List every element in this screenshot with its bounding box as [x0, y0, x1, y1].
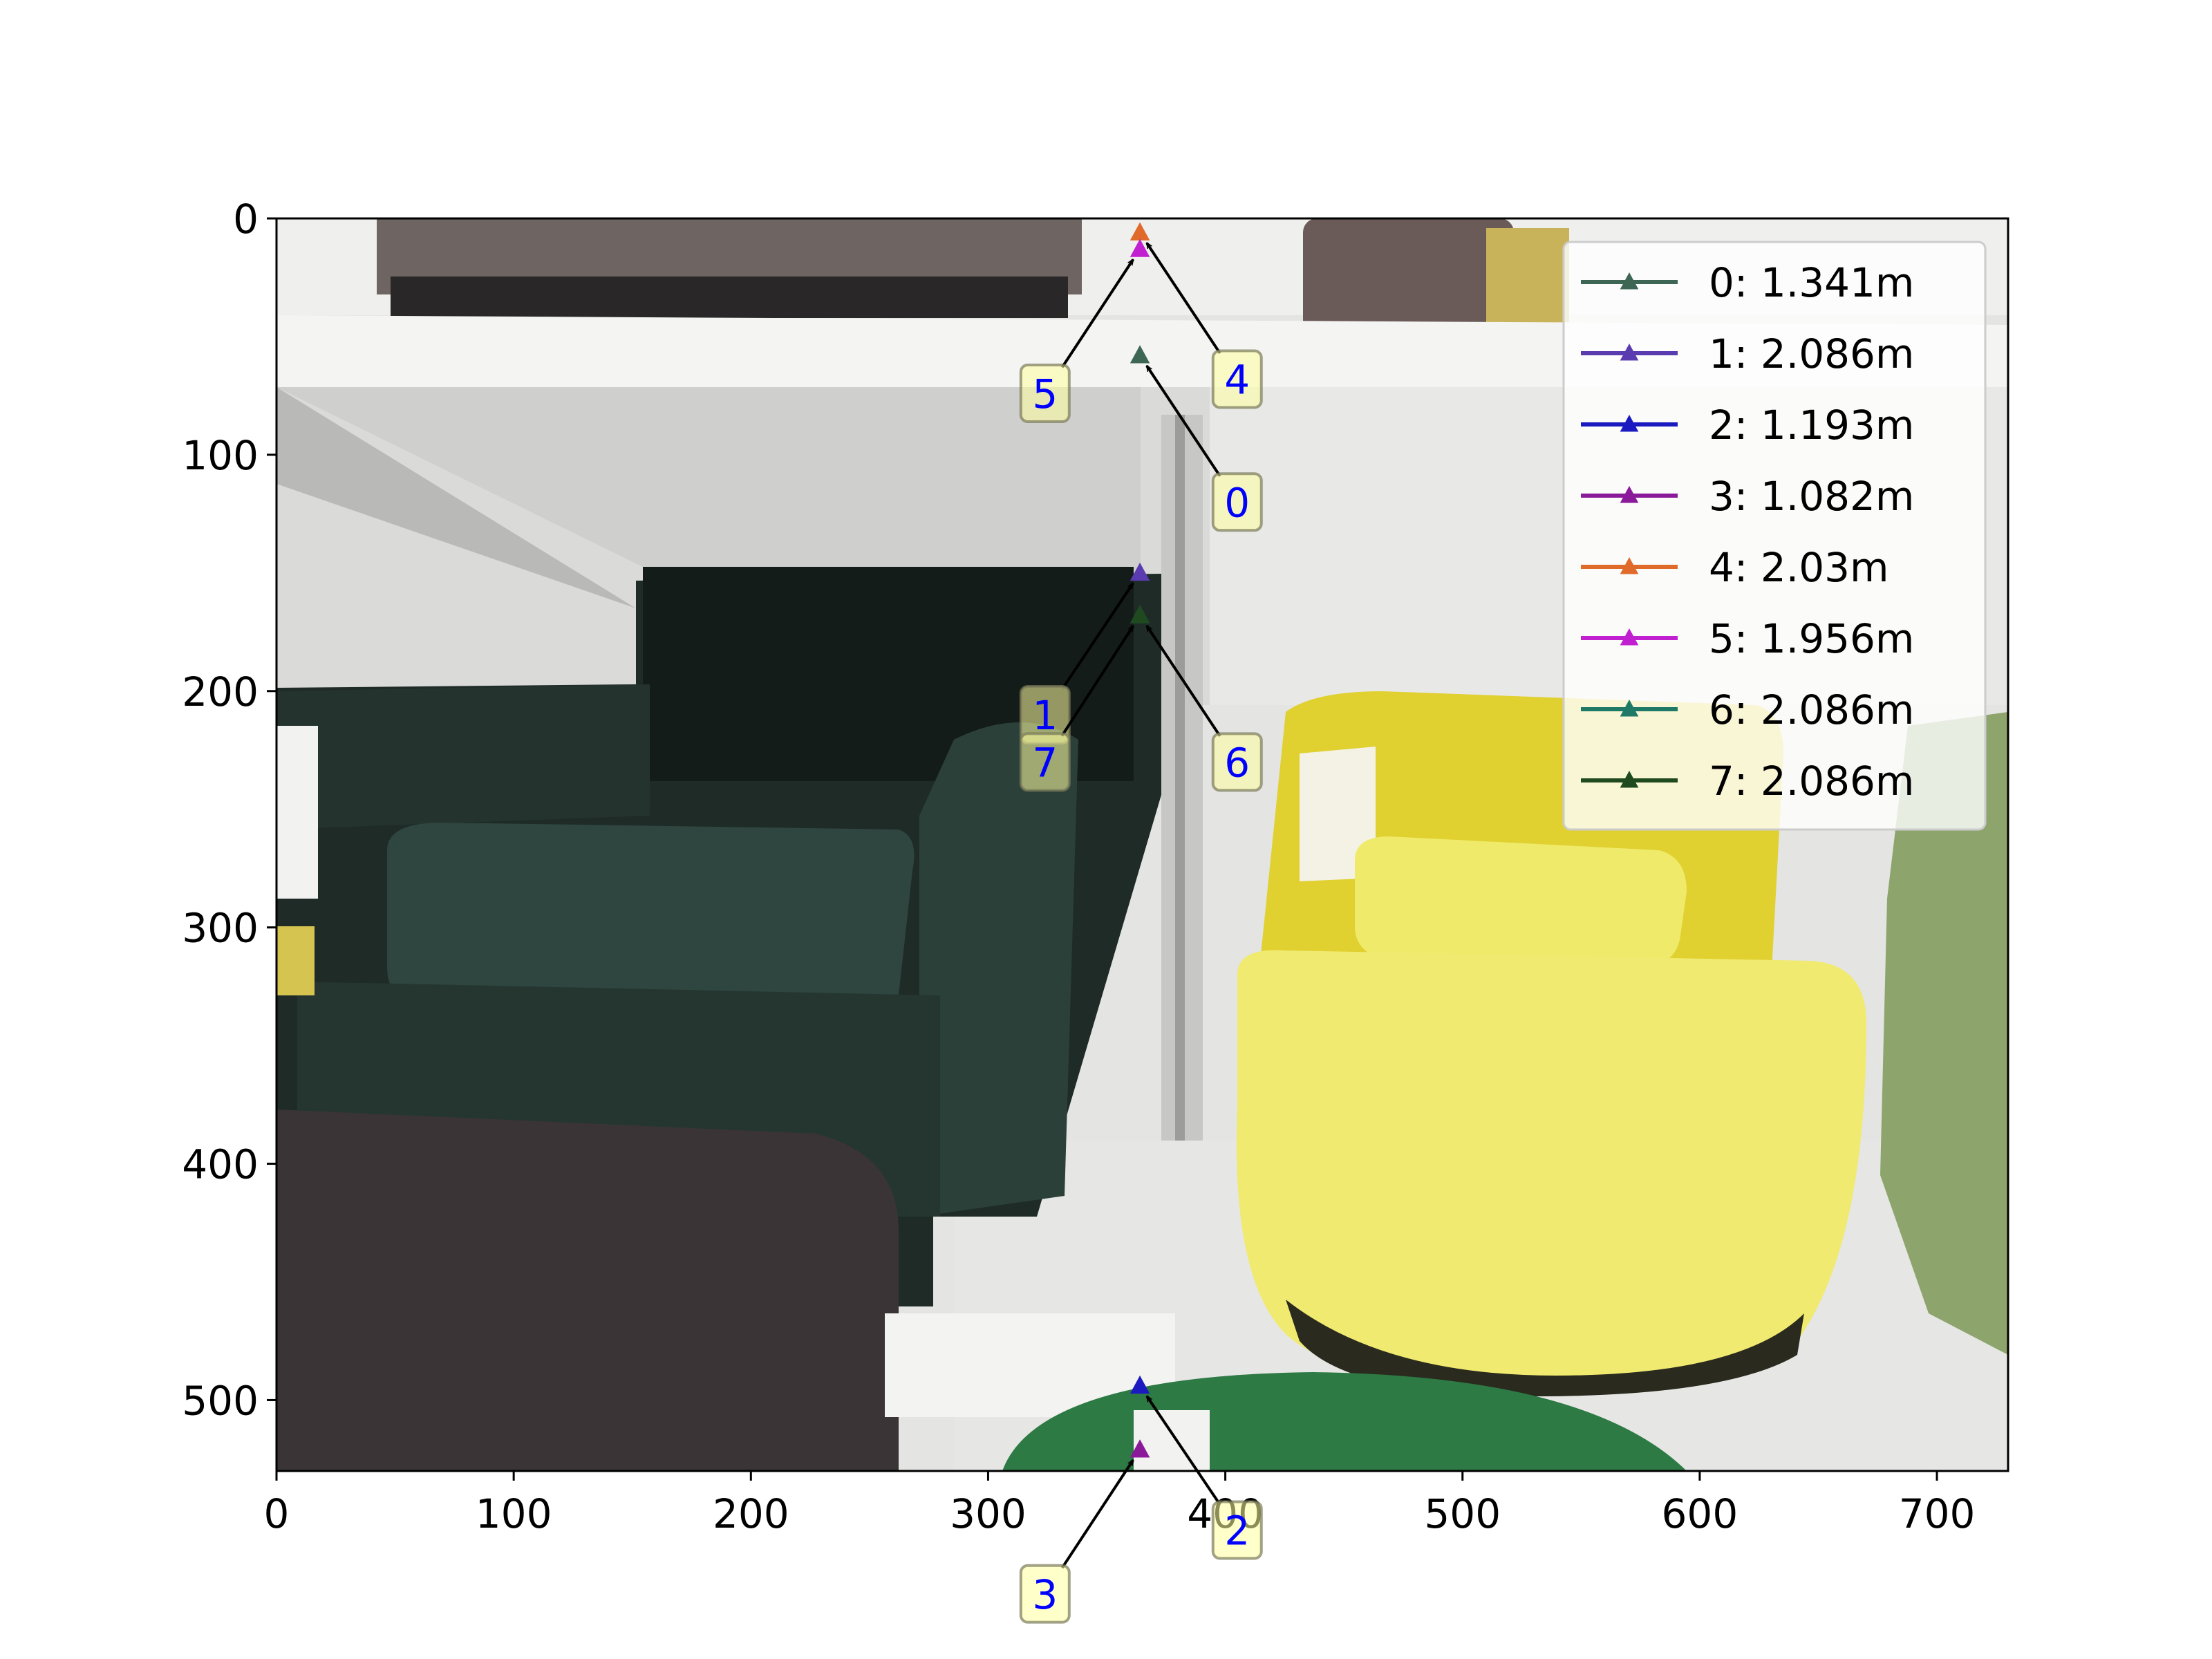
plot-frame	[275, 217, 2009, 1472]
y-tick-label-5: 500	[182, 1377, 259, 1424]
legend-marker-0	[1620, 272, 1639, 290]
legend-entry-5: 5: 1.956m	[1709, 615, 1914, 662]
point-1	[1130, 562, 1150, 581]
y-tick-label-4: 400	[182, 1141, 259, 1188]
x-tick-label-5: 500	[1424, 1490, 1501, 1537]
y-tick-label-3: 300	[182, 905, 259, 952]
annotation-arrow-2	[1145, 1396, 1221, 1506]
legend: 0: 1.341m 1: 2.086m 2: 1.193m 3: 1.082m 4: 2…	[1562, 241, 1987, 831]
x-tick-label-6: 600	[1662, 1490, 1738, 1537]
annotation-label-2: 2	[1224, 1507, 1250, 1554]
annotation-box-2	[1211, 1500, 1263, 1560]
annotations: 0 1 2 3 4 5 6 7	[1019, 243, 1263, 1624]
y-tick-label-0: 0	[233, 196, 259, 243]
annotation-arrow-6	[1145, 626, 1221, 737]
legend-entry-6: 6: 2.086m	[1709, 686, 1914, 733]
y-tick-label-1: 100	[182, 432, 259, 479]
point-5	[1130, 238, 1150, 257]
y-axis: 0 100 200 300 400 500	[182, 196, 276, 1424]
annotation-arrow-7	[1060, 626, 1134, 737]
legend-marker-6	[1620, 700, 1639, 717]
point-4	[1130, 222, 1150, 241]
annotation-label-4: 4	[1224, 356, 1250, 403]
legend-marker-1	[1620, 344, 1639, 361]
annotation-arrow-0	[1145, 366, 1221, 477]
annotation-label-1: 1	[1032, 692, 1058, 739]
legend-entry-2: 2: 1.193m	[1709, 402, 1914, 449]
point-3	[1130, 1439, 1150, 1458]
x-tick-label-7: 700	[1899, 1490, 1976, 1537]
legend-marker-3	[1620, 486, 1639, 503]
legend-entry-0: 0: 1.341m	[1709, 259, 1914, 306]
x-tick-label-1: 100	[476, 1490, 552, 1537]
legend-marker-4	[1620, 557, 1639, 574]
point-7	[1130, 605, 1150, 624]
point-2	[1130, 1375, 1150, 1394]
point-0	[1130, 345, 1150, 364]
annotation-label-5: 5	[1032, 371, 1058, 418]
annotation-arrow-5	[1060, 259, 1134, 368]
annotation-arrow-3	[1060, 1460, 1134, 1569]
x-tick-label-3: 300	[950, 1490, 1027, 1537]
annotation-label-6: 6	[1224, 739, 1250, 786]
legend-entry-7: 7: 2.086m	[1709, 758, 1914, 805]
legend-marker-2	[1620, 415, 1639, 432]
x-axis: 0100200300400500600700	[264, 1471, 1976, 1537]
legend-marker-7	[1620, 771, 1639, 788]
annotation-label-0: 0	[1224, 479, 1250, 526]
annotation-box-3	[1019, 1564, 1071, 1624]
annotation-label-7: 7	[1032, 739, 1058, 786]
x-tick-label-0: 0	[264, 1490, 290, 1537]
legend-entry-3: 3: 1.082m	[1709, 473, 1914, 520]
annotation-box-4	[1211, 349, 1263, 409]
y-tick-label-2: 200	[182, 668, 259, 715]
legend-marker-5	[1620, 628, 1639, 646]
annotation-box-0	[1211, 472, 1263, 532]
annotation-box-5	[1019, 363, 1071, 423]
annotation-box-7	[1019, 732, 1071, 792]
annotation-label-3: 3	[1032, 1571, 1058, 1618]
legend-entry-1: 1: 2.086m	[1709, 330, 1914, 377]
annotation-box-6	[1211, 732, 1263, 792]
legend-box	[1562, 241, 1987, 831]
legend-entry-4: 4: 2.03m	[1709, 544, 1889, 591]
annotation-arrow-1	[1061, 583, 1134, 690]
data-points	[1130, 222, 1150, 1458]
annotation-arrow-4	[1145, 243, 1221, 355]
x-tick-label-2: 200	[713, 1490, 789, 1537]
